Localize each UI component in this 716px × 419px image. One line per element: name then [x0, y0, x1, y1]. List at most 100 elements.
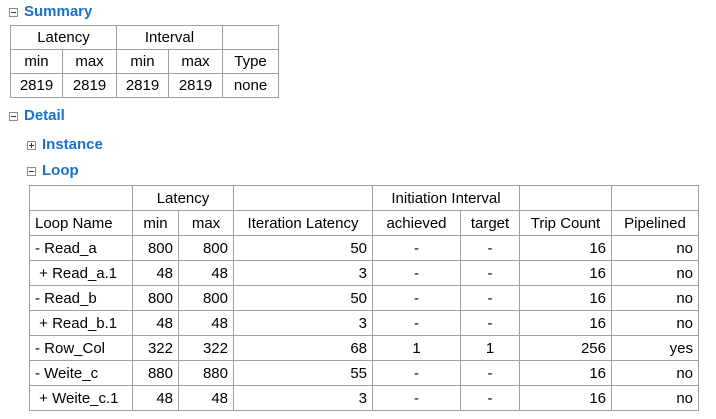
ii-target-cell: -: [460, 285, 520, 311]
loop-col-header: Trip Count: [519, 210, 612, 236]
detail-title: Detail: [24, 107, 65, 124]
loop-name-cell: + Read_b.1: [29, 310, 133, 336]
latency-min-cell: 800: [132, 285, 179, 311]
table-row: + Weite_c.1 48 48 3- -16 no: [29, 385, 699, 411]
loop-col-header: Loop Name: [29, 210, 133, 236]
latency-max-cell: 48: [178, 385, 234, 411]
summary-col-header: min: [116, 49, 169, 74]
table-row: - Read_a 800 800 50- -16 no: [29, 235, 699, 261]
collapse-icon[interactable]: [9, 111, 18, 121]
summary-col-header: min: [10, 49, 63, 74]
ii-achieved-cell: -: [372, 310, 461, 336]
loop-name-cell: + Read_a.1: [29, 260, 133, 286]
detail-section-toggle[interactable]: Detail: [9, 107, 65, 125]
summary-value: 2819: [116, 73, 169, 98]
collapse-icon[interactable]: [9, 7, 18, 17]
loop-col-header: Pipelined: [611, 210, 699, 236]
ii-target-cell: -: [460, 235, 520, 261]
ii-target-cell: 1: [460, 335, 520, 361]
loop-table: Latency Initiation Interval Loop Name mi…: [29, 185, 699, 411]
latency-min-cell: 800: [132, 235, 179, 261]
summary-value: 2819: [10, 73, 63, 98]
trip-count-cell: 16: [519, 310, 612, 336]
loop-col-header: min: [132, 210, 179, 236]
loop-name-cell: - Read_b: [29, 285, 133, 311]
collapse-icon[interactable]: [27, 166, 36, 176]
summary-value: 2819: [62, 73, 117, 98]
trip-count-cell: 16: [519, 385, 612, 411]
latency-min-cell: 322: [132, 335, 179, 361]
loop-col-header: max: [178, 210, 234, 236]
iteration-latency-cell: 50: [233, 285, 373, 311]
pipelined-cell: no: [611, 260, 699, 286]
trip-count-cell: 16: [519, 285, 612, 311]
latency-min-cell: 48: [132, 260, 179, 286]
iteration-latency-cell: 3: [233, 310, 373, 336]
instance-title: Instance: [42, 136, 103, 153]
summary-title: Summary: [24, 3, 93, 20]
latency-max-cell: 48: [178, 310, 234, 336]
summary-value: 2819: [168, 73, 223, 98]
summary-blank-header: [222, 25, 279, 50]
loop-latency-header: Latency: [132, 185, 234, 211]
ii-achieved-cell: -: [372, 235, 461, 261]
table-row: - Row_Col 322 322 68 1 1 256 yes: [29, 335, 699, 361]
iteration-latency-cell: 55: [233, 360, 373, 386]
ii-achieved-cell: -: [372, 260, 461, 286]
latency-max-cell: 800: [178, 285, 234, 311]
loop-blank-header: [519, 185, 612, 211]
latency-max-cell: 48: [178, 260, 234, 286]
latency-min-cell: 48: [132, 310, 179, 336]
trip-count-cell: 16: [519, 260, 612, 286]
trip-count-cell: 256: [519, 335, 612, 361]
ii-achieved-cell: -: [372, 385, 461, 411]
ii-achieved-cell: -: [372, 360, 461, 386]
pipelined-cell: no: [611, 235, 699, 261]
iteration-latency-cell: 3: [233, 385, 373, 411]
pipelined-cell: no: [611, 285, 699, 311]
summary-col-header: max: [62, 49, 117, 74]
table-row: - Weite_c 880 880 55- -16 no: [29, 360, 699, 386]
ii-target-cell: -: [460, 360, 520, 386]
iteration-latency-cell: 50: [233, 235, 373, 261]
loop-section-toggle[interactable]: Loop: [27, 162, 79, 180]
ii-target-cell: -: [460, 310, 520, 336]
loop-blank-header: [233, 185, 373, 211]
pipelined-cell: no: [611, 385, 699, 411]
loop-name-cell: + Weite_c.1: [29, 385, 133, 411]
pipelined-cell: no: [611, 360, 699, 386]
latency-max-cell: 880: [178, 360, 234, 386]
table-row: - Read_b 800 800 50- -16 no: [29, 285, 699, 311]
loop-blank-header: [611, 185, 699, 211]
loop-name-cell: - Read_a: [29, 235, 133, 261]
iteration-latency-cell: 3: [233, 260, 373, 286]
loop-col-header: target: [460, 210, 520, 236]
table-row: + Read_a.1 48 48 3- -16 no: [29, 260, 699, 286]
summary-col-header: Type: [222, 49, 279, 74]
loop-col-header: achieved: [372, 210, 461, 236]
trip-count-cell: 16: [519, 360, 612, 386]
ii-target-cell: -: [460, 260, 520, 286]
pipelined-cell: no: [611, 310, 699, 336]
loop-ii-header: Initiation Interval: [372, 185, 520, 211]
latency-min-cell: 48: [132, 385, 179, 411]
summary-section-toggle[interactable]: Summary: [9, 3, 92, 21]
instance-section-toggle[interactable]: Instance: [27, 136, 103, 154]
summary-latency-header: Latency: [10, 25, 117, 50]
loop-blank-header: [29, 185, 133, 211]
summary-col-header: max: [168, 49, 223, 74]
ii-target-cell: -: [460, 385, 520, 411]
iteration-latency-cell: 68: [233, 335, 373, 361]
latency-min-cell: 880: [132, 360, 179, 386]
loop-title: Loop: [42, 162, 79, 179]
expand-icon[interactable]: [27, 140, 36, 150]
pipelined-cell: yes: [611, 335, 699, 361]
trip-count-cell: 16: [519, 235, 612, 261]
loop-col-header: Iteration Latency: [233, 210, 373, 236]
ii-achieved-cell: -: [372, 285, 461, 311]
ii-achieved-cell: 1: [372, 335, 461, 361]
summary-table: Latency Interval min max min max Type 28…: [10, 25, 279, 98]
latency-max-cell: 800: [178, 235, 234, 261]
latency-max-cell: 322: [178, 335, 234, 361]
summary-interval-header: Interval: [116, 25, 223, 50]
